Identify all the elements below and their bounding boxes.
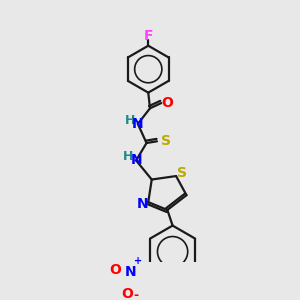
Text: N: N: [125, 265, 137, 279]
Text: N: N: [130, 153, 142, 167]
Text: N: N: [132, 117, 144, 131]
Text: +: +: [134, 256, 142, 266]
Text: O: O: [161, 96, 173, 110]
Text: S: S: [177, 167, 187, 180]
Text: S: S: [160, 134, 171, 148]
Text: O: O: [109, 263, 121, 277]
Text: O: O: [122, 287, 134, 300]
Text: N: N: [137, 197, 149, 211]
Text: H: H: [123, 150, 134, 164]
Text: -: -: [134, 290, 139, 300]
Text: H: H: [125, 114, 135, 127]
Text: F: F: [143, 29, 153, 43]
